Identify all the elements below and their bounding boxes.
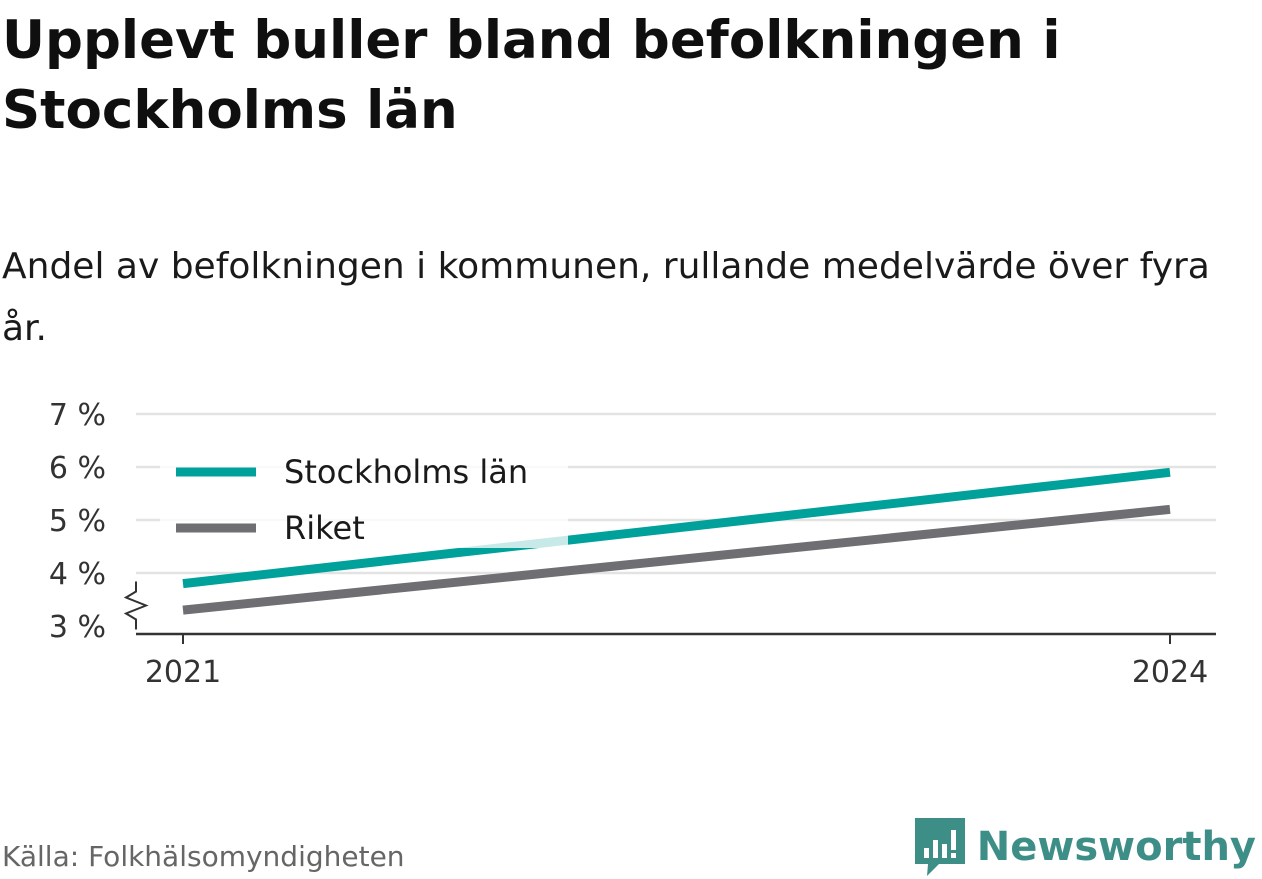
x-axis bbox=[123, 581, 1216, 636]
y-tick-labels: 3 % 4 % 5 % 6 % 7 % bbox=[49, 398, 106, 645]
series-line-riket bbox=[182, 504, 1171, 615]
newsworthy-logo-icon bbox=[914, 818, 965, 876]
legend-label: Stockholms län bbox=[284, 453, 528, 491]
brand-logo: Newsworthy bbox=[914, 818, 1256, 876]
brand-name: Newsworthy bbox=[976, 824, 1256, 870]
chart-subtitle: Andel av befolkningen i kommunen, rullan… bbox=[2, 246, 1210, 349]
axis-break-icon bbox=[123, 581, 149, 630]
legend-label: Riket bbox=[284, 509, 365, 547]
y-tick-label: 7 % bbox=[49, 398, 106, 433]
y-tick-label: 6 % bbox=[49, 451, 106, 486]
x-tick-labels: 2021 2024 bbox=[145, 634, 1208, 690]
y-tick-label: 5 % bbox=[49, 504, 106, 539]
source-note: Källa: Folkhälsomyndigheten bbox=[2, 840, 405, 873]
legend: Stockholms län Riket bbox=[160, 452, 568, 548]
line-chart: 3 % 4 % 5 % 6 % 7 % 2021 2024 Stockholms län R… bbox=[49, 398, 1216, 690]
x-tick-label: 2021 bbox=[145, 655, 221, 690]
y-tick-label: 3 % bbox=[49, 610, 106, 645]
series-line-stockholms-län bbox=[182, 467, 1171, 589]
series-lines bbox=[182, 467, 1171, 615]
y-tick-label: 4 % bbox=[49, 557, 106, 592]
x-tick-label: 2024 bbox=[1132, 655, 1208, 690]
chart-title: Upplevt buller bland befolkningen i Stoc… bbox=[2, 10, 1061, 141]
